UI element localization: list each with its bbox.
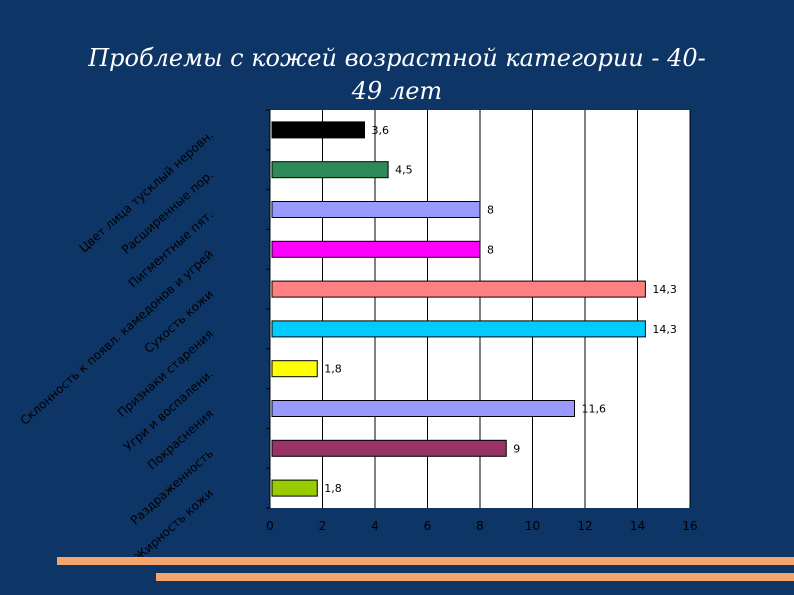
bar-value-label: 14,3	[652, 283, 677, 296]
category-label: Жирность кожи	[131, 486, 216, 564]
x-tick-label: 0	[266, 519, 274, 533]
bar-value-label: 4,5	[395, 164, 413, 177]
x-tick-label: 6	[424, 519, 432, 533]
x-tick-label: 2	[319, 519, 327, 533]
chart-title-line-1: Проблемы с кожей возрастной категории - …	[88, 44, 706, 72]
bar	[271, 240, 481, 258]
bar	[271, 479, 318, 497]
chart-title: Проблемы с кожей возрастной категории - …	[60, 42, 734, 108]
category-label: Раздраженность	[128, 446, 216, 527]
bar-value-label: 14,3	[652, 323, 677, 336]
chart-title-line-2: 49 лет	[351, 77, 443, 105]
x-tick-label: 10	[525, 519, 540, 533]
bar	[271, 400, 575, 417]
decorative-stripe-top	[57, 557, 794, 565]
bar	[271, 320, 646, 338]
x-tick-label: 16	[682, 519, 697, 533]
x-tick-label: 12	[577, 519, 592, 533]
x-tick-label: 14	[630, 519, 645, 533]
x-tick-label: 4	[371, 519, 379, 533]
bar-value-label: 1,8	[324, 363, 342, 376]
bar	[271, 360, 318, 378]
bar-value-label: 1,8	[324, 482, 342, 495]
bar	[271, 439, 507, 457]
bar	[271, 121, 365, 139]
bar	[271, 201, 481, 218]
bar	[271, 280, 646, 298]
bar-value-label: 3,6	[372, 124, 390, 137]
bar-value-label: 8	[487, 243, 494, 256]
bar	[271, 161, 389, 179]
bar-value-label: 11,6	[582, 403, 607, 416]
bar-value-label: 8	[487, 204, 494, 217]
x-tick-label: 8	[476, 519, 484, 533]
bar-value-label: 9	[513, 442, 520, 455]
decorative-stripe-bottom	[156, 573, 794, 581]
